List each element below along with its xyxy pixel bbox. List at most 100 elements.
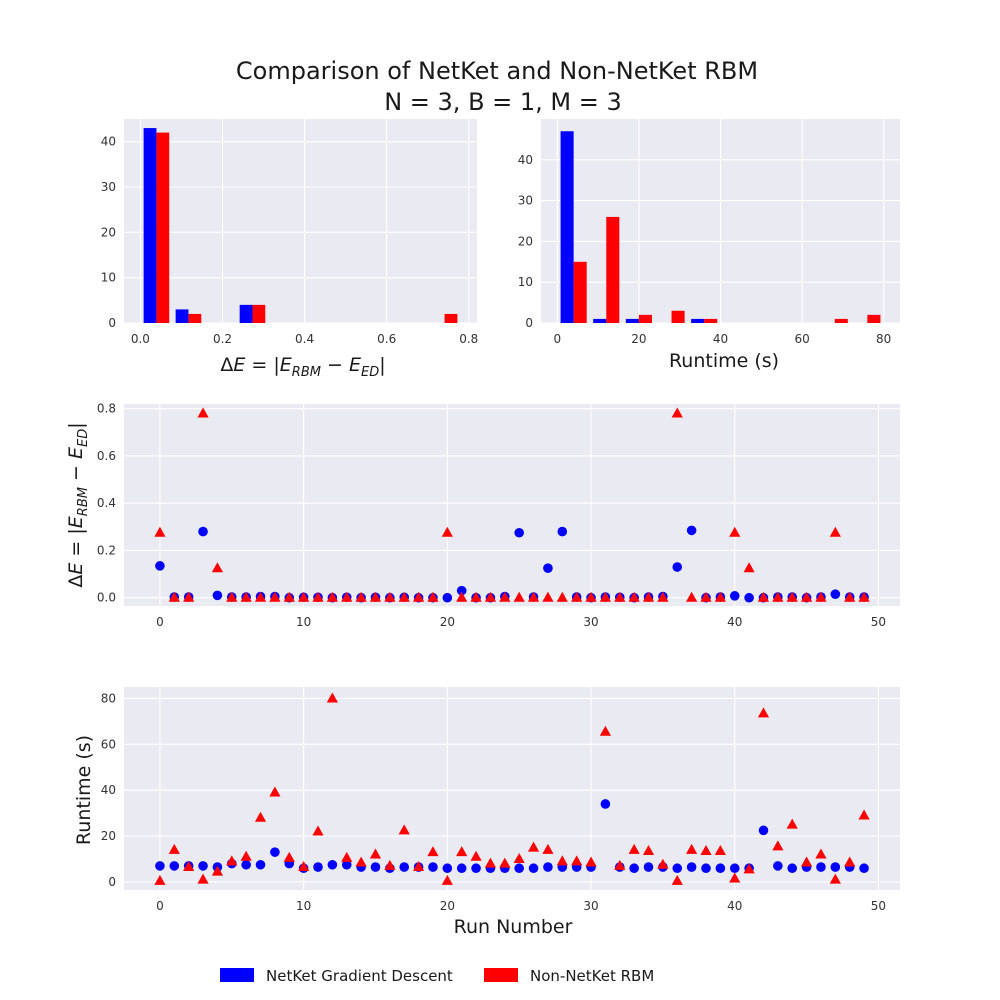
point — [714, 591, 726, 602]
point — [212, 590, 223, 601]
point — [240, 591, 252, 602]
point — [442, 863, 453, 874]
point — [643, 862, 654, 872]
point — [428, 862, 438, 872]
y-tick-label: 40 — [101, 135, 116, 149]
point — [499, 857, 511, 868]
point — [155, 561, 165, 571]
x-tick-label: 50 — [871, 615, 886, 629]
point — [427, 846, 439, 857]
point — [384, 591, 396, 602]
x-tick-label: 30 — [583, 615, 598, 629]
point — [557, 526, 568, 537]
point — [671, 874, 683, 885]
y-tick-label: 0.8 — [97, 402, 116, 416]
point — [514, 527, 524, 538]
point — [700, 591, 712, 602]
point — [657, 858, 669, 869]
bar — [593, 318, 607, 323]
x-tick-label: 40 — [727, 899, 742, 913]
point — [701, 863, 711, 874]
bar — [175, 309, 189, 323]
point — [830, 589, 841, 599]
legend-label-non-netket: Non-NetKet RBM — [530, 967, 654, 985]
point — [571, 855, 583, 866]
chart-hist_runtime: 0 20 40 60 80 0 10 20 30 40 — [518, 119, 900, 346]
x-tick-label: 0.2 — [213, 332, 232, 346]
point — [456, 863, 467, 874]
bar — [704, 318, 718, 323]
point — [254, 811, 267, 822]
point — [254, 591, 267, 602]
point — [528, 863, 539, 874]
point — [441, 526, 453, 537]
legend-swatch-netket — [220, 968, 254, 982]
point — [198, 861, 208, 871]
point — [341, 591, 353, 602]
point — [211, 562, 224, 573]
point — [686, 591, 698, 602]
point — [829, 526, 841, 537]
scatter-runtime-xlabel: Run Number — [454, 916, 573, 938]
point — [772, 840, 784, 851]
bar — [834, 318, 848, 323]
point — [757, 591, 770, 602]
point — [642, 845, 655, 856]
bar — [606, 216, 620, 323]
point — [543, 862, 553, 872]
point — [744, 592, 754, 603]
point — [326, 591, 338, 602]
point — [269, 591, 281, 602]
point — [355, 856, 367, 867]
point — [226, 855, 238, 866]
y-tick-label: 20 — [101, 829, 116, 843]
point — [858, 591, 870, 602]
point — [758, 825, 769, 836]
point — [326, 692, 338, 703]
point — [800, 591, 813, 602]
point — [470, 591, 482, 602]
point — [672, 863, 683, 874]
bar — [625, 318, 639, 323]
point — [743, 562, 755, 573]
point — [341, 851, 353, 862]
plot-area — [124, 119, 477, 323]
y-tick-label: 80 — [101, 691, 116, 705]
point — [672, 562, 683, 572]
point — [327, 859, 338, 870]
point — [456, 846, 468, 857]
point — [427, 591, 439, 602]
y-tick-label: 0.2 — [97, 543, 116, 557]
point — [600, 799, 611, 809]
point — [700, 845, 712, 856]
point — [514, 863, 524, 874]
legend-swatch-non-netket — [484, 968, 518, 982]
point — [398, 591, 410, 602]
point — [642, 591, 655, 602]
point — [369, 848, 382, 859]
x-tick-label: 0.6 — [377, 332, 396, 346]
x-tick-label: 20 — [631, 332, 646, 346]
y-tick-label: 20 — [518, 234, 533, 248]
point — [154, 874, 166, 885]
point — [614, 591, 626, 602]
hist-runtime-xlabel: Runtime (s) — [669, 350, 779, 372]
point — [384, 859, 396, 870]
point — [241, 859, 251, 870]
point — [527, 591, 540, 602]
point — [729, 872, 741, 883]
point — [686, 862, 697, 872]
y-tick-label: 30 — [518, 194, 533, 208]
point — [844, 591, 856, 602]
scatter-deltaE-ylabel: ΔE = |ERBM − EED| — [65, 422, 91, 587]
point — [269, 786, 281, 797]
point — [513, 853, 525, 864]
point — [757, 707, 770, 718]
point — [183, 591, 195, 602]
point — [255, 859, 266, 870]
point — [585, 591, 597, 602]
point — [800, 856, 813, 867]
point — [815, 848, 827, 859]
point — [442, 592, 453, 603]
y-tick-label: 0 — [525, 316, 533, 330]
